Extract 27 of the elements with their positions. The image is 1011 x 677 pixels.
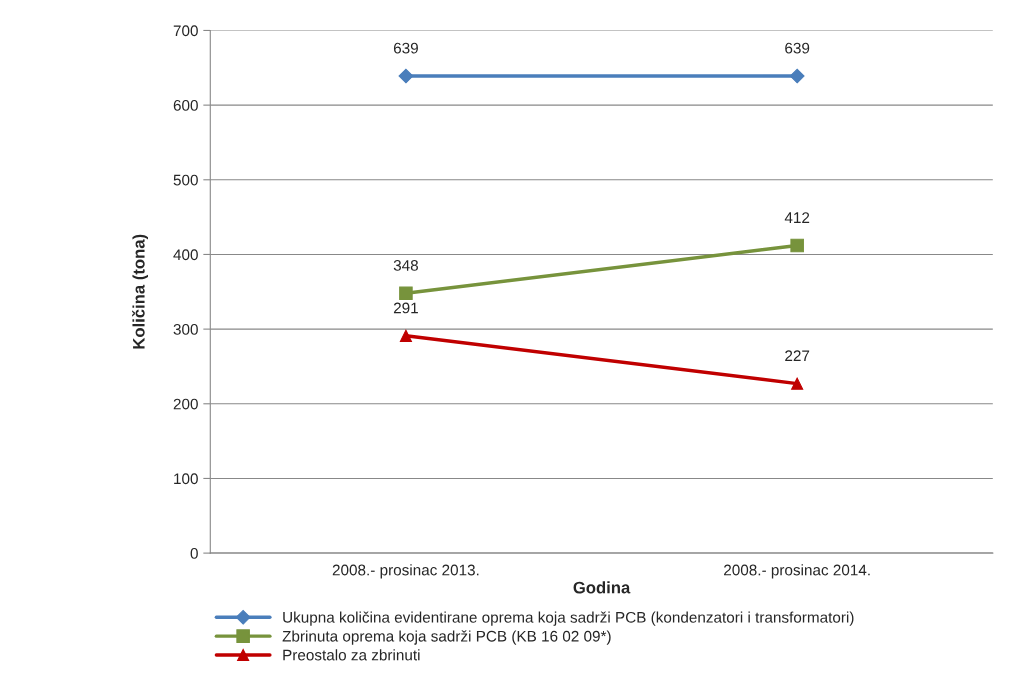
legend-label: Preostalo za zbrinuti: [283, 649, 420, 661]
x-axis-title: Godina: [573, 581, 631, 594]
x-tick-label: 2008.- prosinac 2013.: [332, 564, 479, 579]
point: [399, 286, 413, 301]
point: [398, 68, 414, 84]
data-label: 227: [785, 350, 810, 362]
data-label: 639: [785, 42, 810, 54]
legend-label: Zbrinuta oprema koja sadrži PCB (KB 16 02 09*): [282, 630, 611, 645]
data-label: 639: [393, 42, 418, 54]
data-label: 291: [393, 302, 418, 314]
y-tick-label: 400: [173, 249, 198, 261]
y-tick-label: 0: [190, 547, 198, 559]
y-tick-label: 100: [174, 473, 198, 485]
y-tick-label: 600: [173, 100, 198, 111]
data-label: 348: [393, 260, 418, 271]
y-tick-label: 500: [173, 174, 198, 186]
point: [790, 238, 804, 253]
legend-label: Ukupna količina evidentirane oprema koja sadrži PCB (kondenzatori i transformatori): [283, 611, 854, 626]
point: [791, 377, 804, 390]
y-axis-title: Količina (tona): [132, 234, 148, 349]
point: [399, 329, 412, 342]
x-tick-label: 2008.- prosinac 2014.: [724, 564, 870, 579]
y-tick-label: 700: [173, 25, 198, 37]
data-label: 412: [784, 212, 810, 223]
y-tick-label: 300: [173, 323, 198, 335]
point: [789, 68, 805, 84]
y-tick-label: 200: [173, 398, 198, 410]
